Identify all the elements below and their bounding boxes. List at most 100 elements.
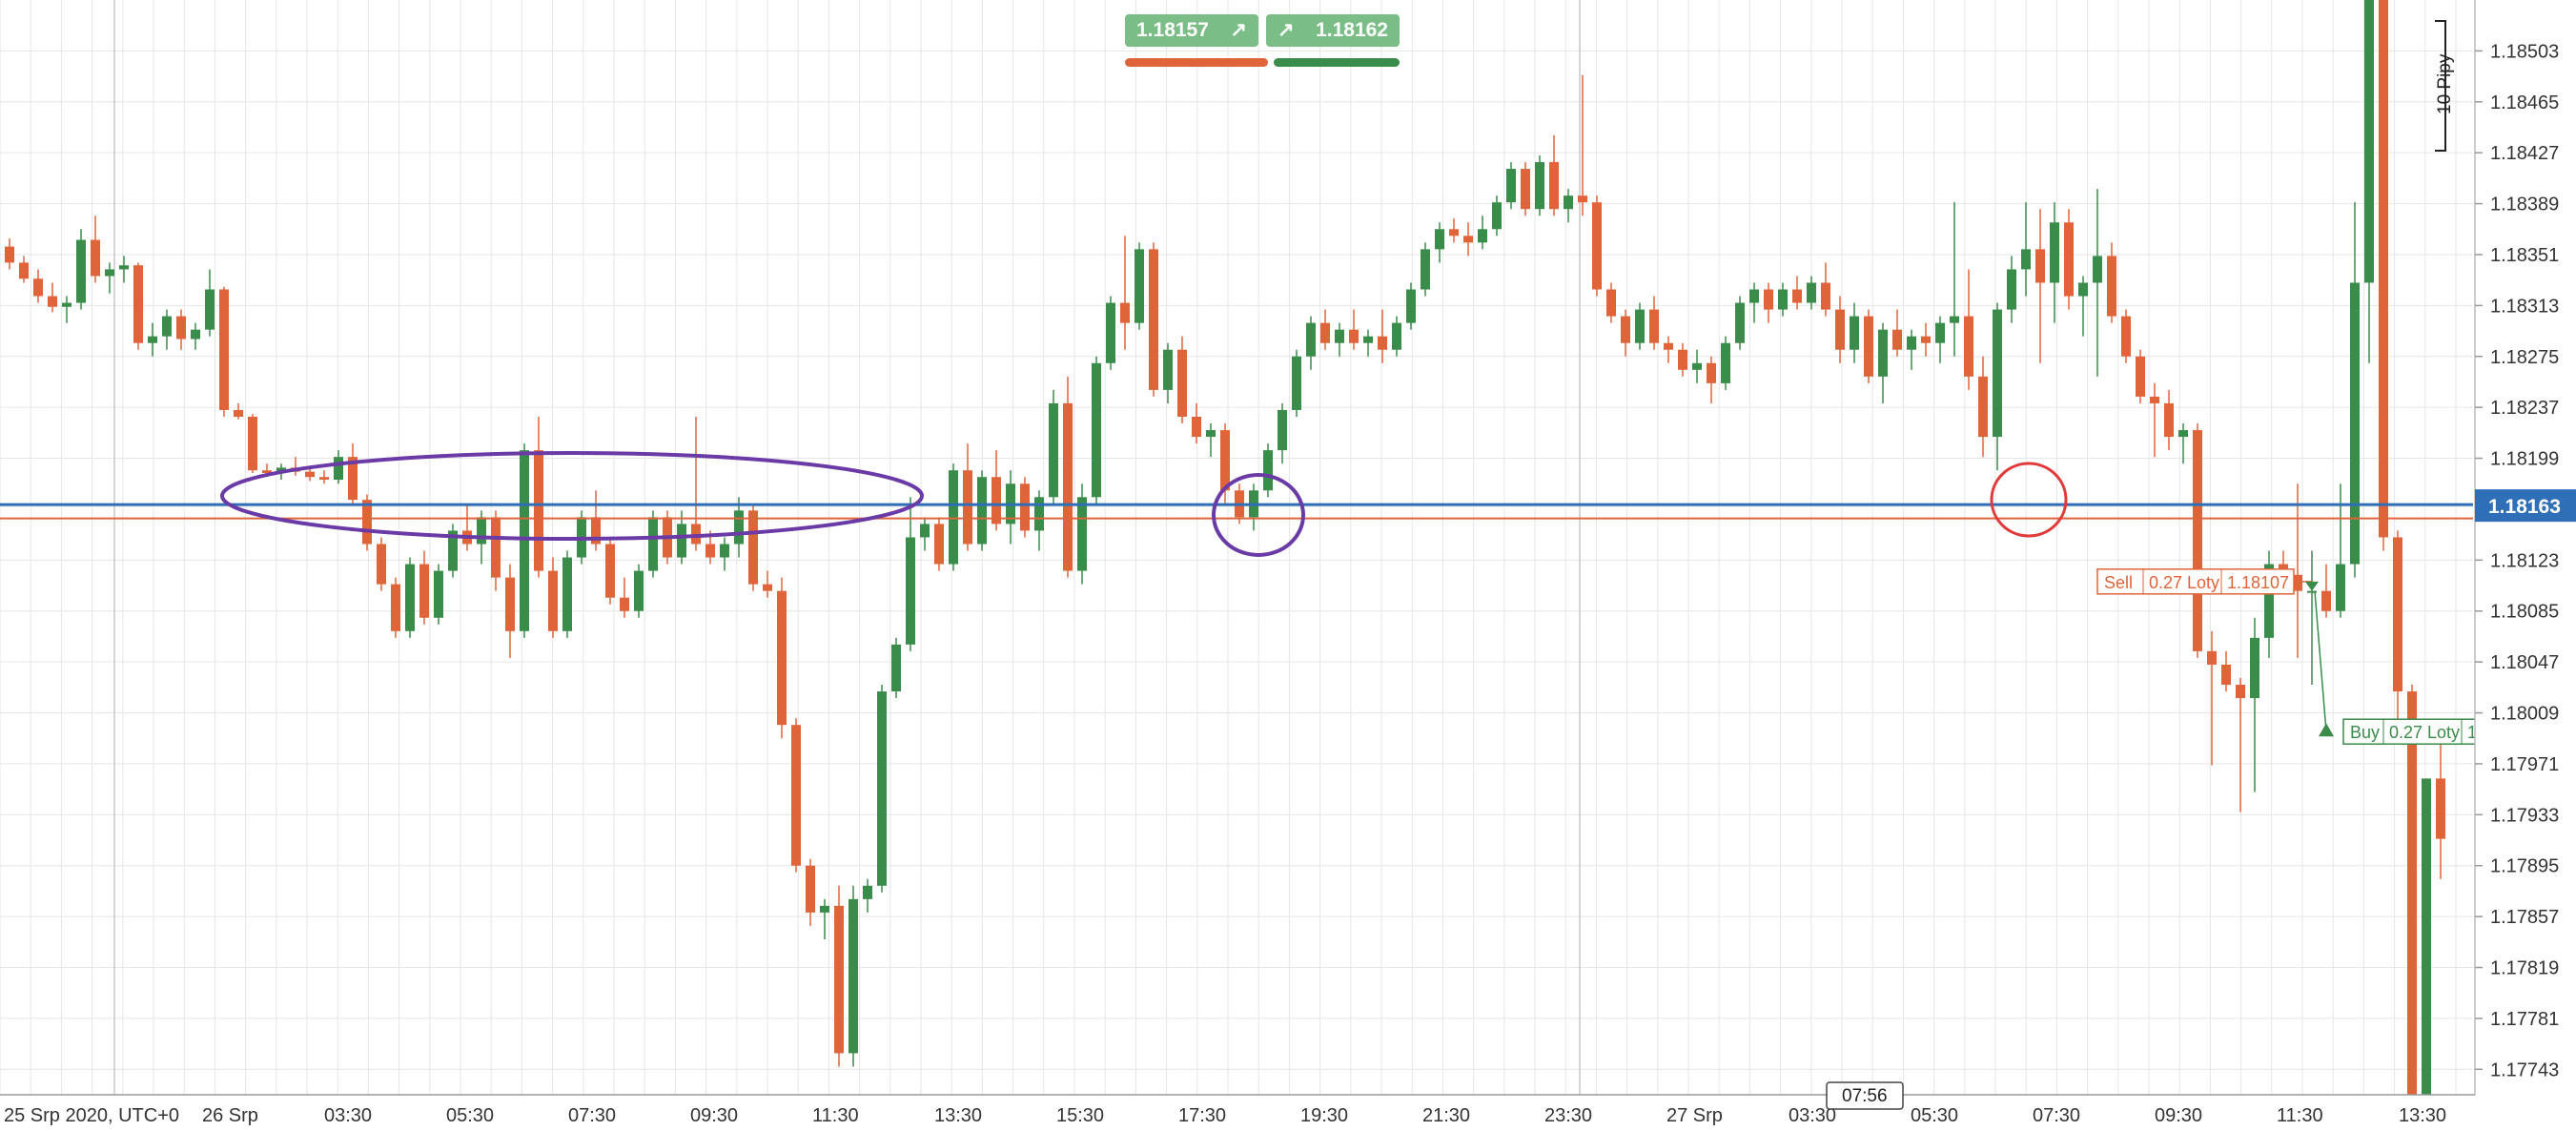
candle-body — [934, 524, 944, 565]
candle-body — [2107, 256, 2116, 317]
candle — [834, 885, 844, 1067]
candle — [1378, 309, 1387, 363]
sell-entry-marker-icon — [2305, 581, 2319, 591]
price-axis-label: 1.18351 — [2490, 245, 2559, 266]
candle — [1821, 262, 1830, 317]
candle-body — [391, 584, 400, 631]
sell-order-price: 1.18107 — [2227, 573, 2289, 592]
sell-quote-button[interactable]: 1.18157 ↗ — [1125, 14, 1258, 47]
candle-body — [2150, 396, 2159, 403]
candle — [863, 878, 872, 913]
price-axis-label: 1.18123 — [2490, 550, 2559, 571]
candle-body — [1149, 249, 1158, 390]
candle — [520, 443, 529, 638]
candle — [2250, 617, 2259, 792]
price-axis-label: 1.17743 — [2490, 1059, 2559, 1080]
candle-body — [1678, 349, 1687, 370]
price-axis-label: 1.18503 — [2490, 41, 2559, 62]
candle — [877, 685, 887, 893]
time-axis-label: 03:30 — [1789, 1105, 1836, 1126]
price-axis-label: 1.18313 — [2490, 296, 2559, 317]
candle — [1263, 443, 1273, 498]
candle-body — [362, 500, 372, 545]
time-axis-label: 03:30 — [324, 1105, 372, 1126]
candle-body — [1878, 329, 1888, 377]
candle-body — [2221, 664, 2231, 686]
candle-body — [520, 450, 529, 631]
candle-body — [1807, 282, 1816, 303]
grid — [0, 0, 2473, 1095]
time-axis-label: 11:30 — [2277, 1105, 2323, 1126]
candle — [62, 296, 72, 323]
candle-body — [2021, 249, 2031, 270]
candle-body — [2407, 691, 2417, 1100]
sell-order-label-box — [2096, 568, 2295, 595]
candle — [1864, 309, 1873, 383]
candle-body — [1964, 316, 1973, 377]
candle-body — [1120, 302, 1130, 323]
price-axis-label: 1.18275 — [2490, 347, 2559, 368]
candle-body — [2436, 778, 2445, 839]
candle — [2422, 778, 2431, 1107]
candle-body — [1206, 430, 1216, 438]
candle-body — [2035, 249, 2045, 283]
candle-body — [763, 584, 772, 591]
candle-body — [1764, 289, 1773, 310]
candle-body — [1435, 229, 1444, 250]
candle — [1578, 74, 1587, 216]
candle-body — [977, 477, 987, 545]
time-axis-label: 25 Srp 2020, UTC+0 — [4, 1105, 179, 1126]
candle-body — [1034, 497, 1044, 531]
time-axis-label: 19:30 — [1300, 1105, 1348, 1126]
candle — [19, 256, 29, 283]
candle — [2207, 630, 2217, 766]
candle — [1850, 302, 1859, 363]
candle — [949, 463, 958, 571]
candle — [319, 470, 329, 484]
candle-body — [949, 470, 958, 565]
annotation-ellipse-large — [220, 451, 924, 541]
candle — [548, 557, 558, 638]
candle-body — [105, 269, 114, 277]
candle — [334, 450, 343, 484]
candle-body — [1821, 282, 1830, 310]
candle — [48, 282, 57, 313]
candle-body — [2207, 650, 2217, 665]
candle — [219, 286, 229, 417]
buy-quote-button[interactable]: ↗ 1.18162 — [1266, 14, 1400, 47]
candle — [2078, 276, 2088, 337]
candle — [291, 457, 300, 476]
annotation-circle-red — [1990, 462, 2068, 538]
candle — [1478, 216, 1487, 250]
candle-body — [1378, 336, 1387, 350]
candle — [534, 416, 543, 578]
candle-body — [1478, 229, 1487, 243]
price-axis-label: 1.17895 — [2490, 856, 2559, 877]
candle — [1349, 309, 1359, 350]
candle — [920, 517, 930, 551]
candle-body — [1935, 322, 1945, 343]
time-axis-label: 07:30 — [568, 1105, 616, 1126]
price-axis-label: 1.17857 — [2490, 907, 2559, 928]
candle — [419, 550, 429, 625]
candle-body — [19, 262, 29, 279]
candle-body — [1335, 329, 1344, 343]
crosshair-time-tag — [1826, 1081, 1904, 1110]
candle — [1649, 296, 1659, 350]
candle — [1807, 276, 1816, 310]
candle-body — [1349, 329, 1359, 343]
candle — [763, 570, 772, 598]
candle-body — [1449, 229, 1459, 236]
candle — [1020, 477, 1030, 538]
candle — [1721, 336, 1730, 390]
candle — [1149, 242, 1158, 397]
candle-body — [1177, 349, 1187, 417]
candle-body — [2350, 282, 2360, 565]
candle-body — [1106, 302, 1115, 363]
candle-body — [334, 457, 343, 481]
candle-body — [448, 530, 458, 571]
candle-body — [91, 239, 100, 277]
candle — [634, 564, 644, 618]
candle-body — [791, 725, 801, 866]
